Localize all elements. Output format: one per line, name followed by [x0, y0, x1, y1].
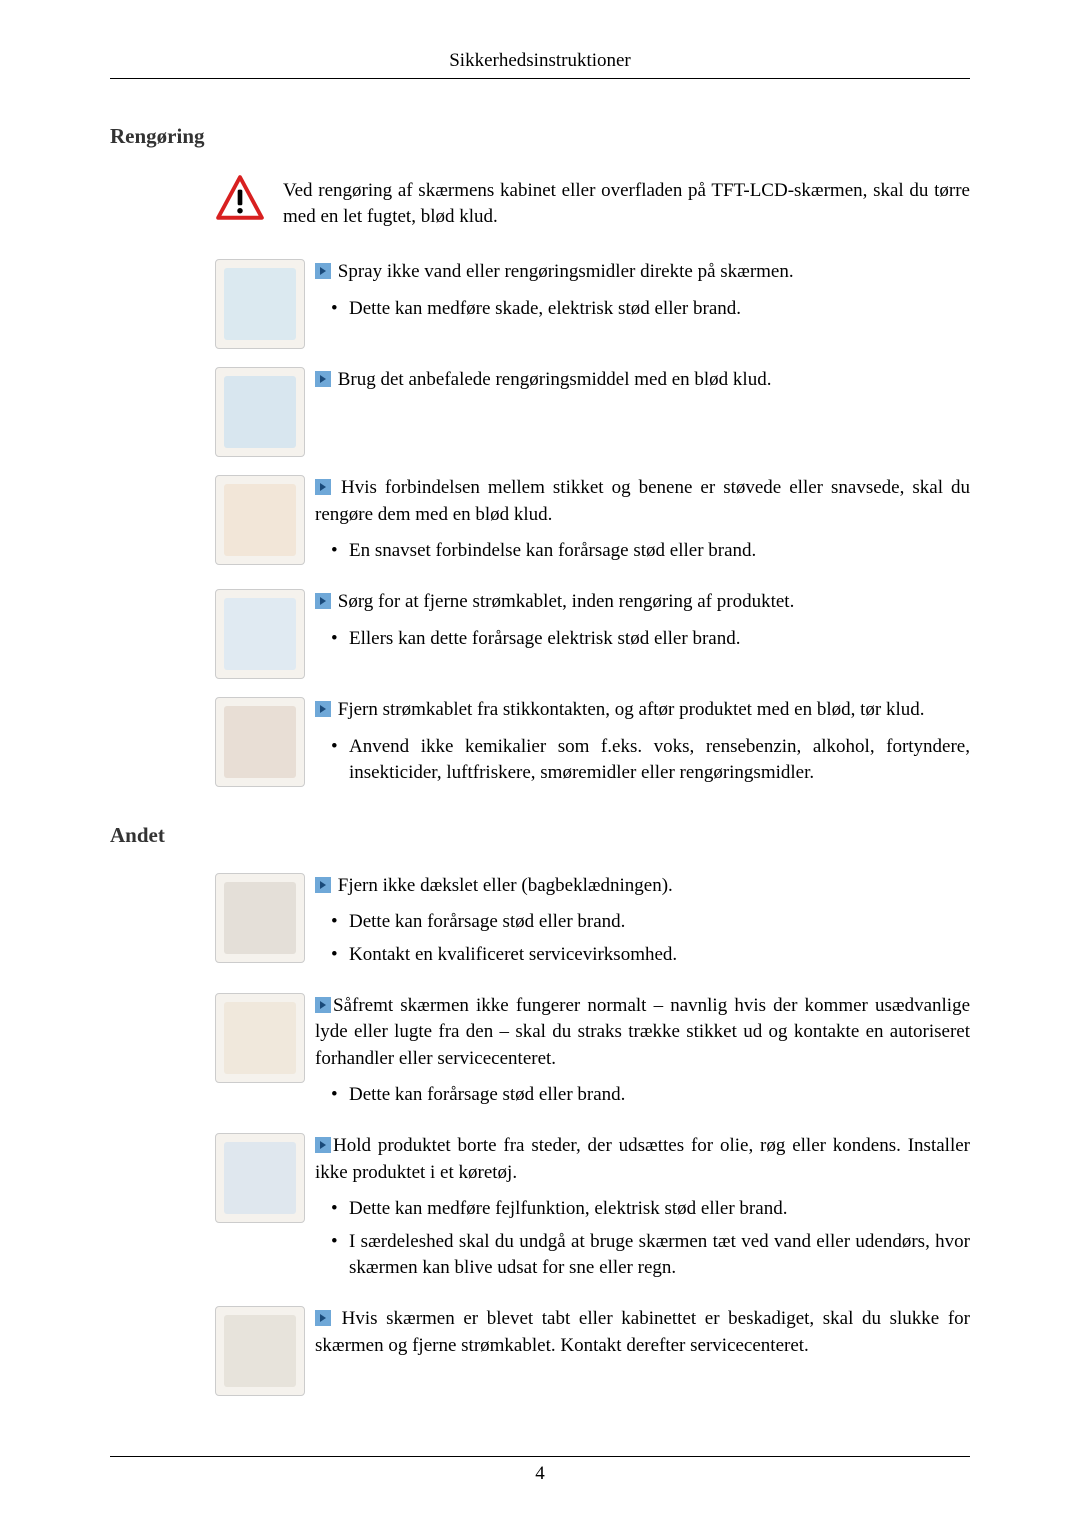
illustration-icon	[215, 697, 305, 787]
instruction-sublist: Dette kan medføre fejlfunktion, elektris…	[315, 1196, 970, 1282]
instruction-headline-text: Hvis skærmen er blevet tabt eller kabine…	[315, 1308, 970, 1356]
instruction-headline-text: Brug det anbefalede rengøringsmiddel med…	[338, 369, 772, 390]
instruction-headline-text: Fjern strømkablet fra stikkontakten, og …	[338, 699, 925, 720]
instruction-subitem: Anvend ikke kemikalier som f.eks. voks, …	[331, 734, 970, 787]
page-header-title: Sikkerhedsinstruktioner	[110, 50, 970, 79]
instruction-subitem: Dette kan forårsage stød eller brand.	[331, 909, 970, 936]
arrow-bullet-icon	[315, 479, 331, 495]
instruction-item: Sørg for at fjerne strømkablet, inden re…	[110, 589, 970, 679]
illustration-icon	[215, 475, 305, 565]
arrow-bullet-icon	[315, 877, 331, 893]
instruction-sublist: Anvend ikke kemikalier som f.eks. voks, …	[315, 734, 970, 787]
illustration-icon	[215, 993, 305, 1083]
instruction-item: Fjern ikke dækslet eller (bagbeklædninge…	[110, 873, 970, 975]
instruction-subitem: Ellers kan dette forårsage elektrisk stø…	[331, 626, 970, 653]
instruction-subitem: Dette kan forårsage stød eller brand.	[331, 1082, 970, 1109]
instruction-headline: Brug det anbefalede rengøringsmiddel med…	[315, 367, 970, 394]
instruction-subitem: Kontakt en kvalificeret servicevirksomhe…	[331, 942, 970, 969]
instruction-headline-text: Hold produktet borte fra steder, der uds…	[315, 1135, 970, 1183]
arrow-bullet-icon	[315, 997, 331, 1013]
instruction-item: Såfremt skærmen ikke fungerer normalt – …	[110, 993, 970, 1115]
instruction-subitem: Dette kan medføre fejlfunktion, elektris…	[331, 1196, 970, 1223]
section-heading-other: Andet	[110, 823, 970, 848]
instruction-sublist: Ellers kan dette forårsage elektrisk stø…	[315, 626, 970, 653]
instruction-headline: Hvis skærmen er blevet tabt eller kabine…	[315, 1306, 970, 1359]
intro-row: Ved rengøring af skærmens kabinet eller …	[110, 174, 970, 229]
instruction-sublist: En snavset forbindelse kan forårsage stø…	[315, 538, 970, 565]
illustration-icon	[215, 1133, 305, 1223]
instruction-headline: Hvis forbindelsen mellem stikket og bene…	[315, 475, 970, 528]
illustration-icon	[215, 589, 305, 679]
instruction-sublist: Dette kan forårsage stød eller brand. Ko…	[315, 909, 970, 968]
page-number: 4	[110, 1456, 970, 1485]
illustration-icon	[215, 367, 305, 457]
arrow-bullet-icon	[315, 701, 331, 717]
arrow-bullet-icon	[315, 1137, 331, 1153]
arrow-bullet-icon	[315, 593, 331, 609]
instruction-headline-text: Fjern ikke dækslet eller (bagbeklædninge…	[338, 875, 673, 896]
instruction-headline: Hold produktet borte fra steder, der uds…	[315, 1133, 970, 1186]
instruction-item: Fjern strømkablet fra stikkontakten, og …	[110, 697, 970, 793]
instruction-item: Brug det anbefalede rengøringsmiddel med…	[110, 367, 970, 457]
instruction-item: Hvis skærmen er blevet tabt eller kabine…	[110, 1306, 970, 1396]
arrow-bullet-icon	[315, 1310, 331, 1326]
instruction-item: Hvis forbindelsen mellem stikket og bene…	[110, 475, 970, 571]
arrow-bullet-icon	[315, 263, 331, 279]
instruction-item: Hold produktet borte fra steder, der uds…	[110, 1133, 970, 1288]
arrow-bullet-icon	[315, 371, 331, 387]
illustration-icon	[215, 259, 305, 349]
intro-text: Ved rengøring af skærmens kabinet eller …	[283, 174, 970, 229]
instruction-headline-text: Sørg for at fjerne strømkablet, inden re…	[338, 591, 795, 612]
instruction-sublist: Dette kan medføre skade, elektrisk stød …	[315, 296, 970, 323]
instruction-headline: Såfremt skærmen ikke fungerer normalt – …	[315, 993, 970, 1073]
instruction-subitem: I særdeleshed skal du undgå at bruge skæ…	[331, 1229, 970, 1282]
instruction-headline-text: Spray ikke vand eller rengøringsmidler d…	[338, 261, 794, 282]
instruction-item: Spray ikke vand eller rengøringsmidler d…	[110, 259, 970, 349]
instruction-sublist: Dette kan forårsage stød eller brand.	[315, 1082, 970, 1109]
illustration-icon	[215, 873, 305, 963]
section-heading-cleaning: Rengøring	[110, 124, 970, 149]
instruction-subitem: Dette kan medføre skade, elektrisk stød …	[331, 296, 970, 323]
warning-triangle-icon	[215, 174, 265, 229]
illustration-icon	[215, 1306, 305, 1396]
instruction-headline: Fjern ikke dækslet eller (bagbeklædninge…	[315, 873, 970, 900]
instruction-headline-text: Såfremt skærmen ikke fungerer normalt – …	[315, 995, 970, 1069]
instruction-subitem: En snavset forbindelse kan forårsage stø…	[331, 538, 970, 565]
instruction-headline: Fjern strømkablet fra stikkontakten, og …	[315, 697, 970, 724]
instruction-headline: Spray ikke vand eller rengøringsmidler d…	[315, 259, 970, 286]
instruction-headline: Sørg for at fjerne strømkablet, inden re…	[315, 589, 970, 616]
instruction-headline-text: Hvis forbindelsen mellem stikket og bene…	[315, 477, 970, 525]
